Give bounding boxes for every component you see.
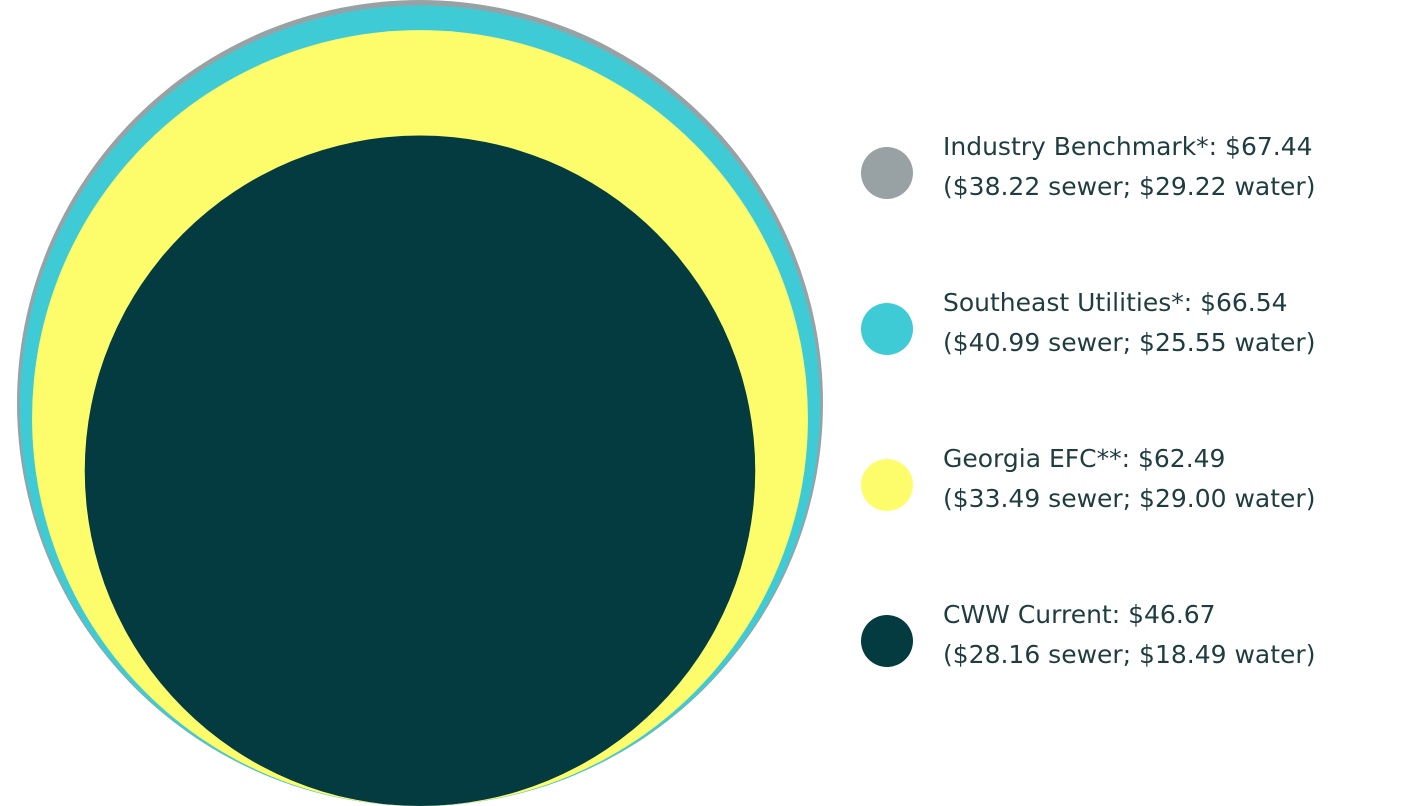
- legend-swatch: [861, 459, 913, 511]
- legend-detail: ($38.22 sewer; $29.22 water): [943, 172, 1315, 201]
- legend-label: Industry Benchmark*: $67.44: [943, 132, 1313, 161]
- bubble: [84, 135, 756, 806]
- legend-swatch: [861, 615, 913, 667]
- legend-swatch: [861, 303, 913, 355]
- legend-swatch: [861, 147, 913, 199]
- legend-label: CWW Current: $46.67: [943, 600, 1216, 629]
- legend-detail: ($28.16 sewer; $18.49 water): [943, 640, 1315, 669]
- legend-detail: ($40.99 sewer; $25.55 water): [943, 328, 1315, 357]
- legend-label: Southeast Utilities*: $66.54: [943, 288, 1288, 317]
- legend-detail: ($33.49 sewer; $29.00 water): [943, 484, 1315, 513]
- legend-label: Georgia EFC**: $62.49: [943, 444, 1225, 473]
